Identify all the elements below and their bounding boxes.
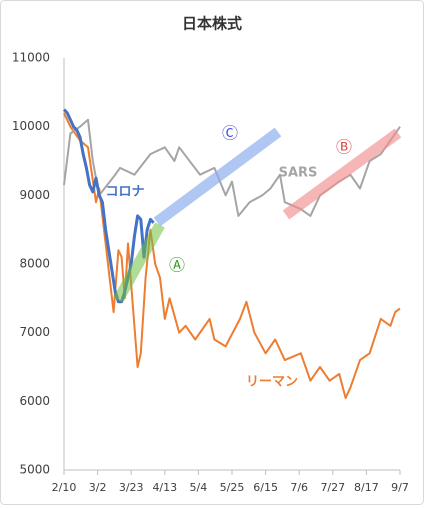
y-tick-label: 11000 — [12, 51, 50, 65]
x-tick-label: 7/27 — [320, 481, 345, 494]
y-tick-label: 8000 — [19, 257, 50, 271]
trend-band-b — [282, 128, 402, 220]
annotation: Ⓐ — [169, 256, 185, 275]
x-tick-label: 3/23 — [119, 481, 144, 494]
x-tick-label: 4/13 — [152, 481, 177, 494]
y-tick-label: 6000 — [19, 394, 50, 408]
chart-title: 日本株式 — [182, 15, 242, 33]
trend-band-c — [153, 127, 282, 227]
x-tick-label: 5/4 — [190, 481, 208, 494]
x-tick-label: 5/25 — [220, 481, 245, 494]
annotation: Ⓑ — [336, 138, 352, 157]
y-tick-label: 9000 — [19, 188, 50, 202]
series-label: SARS — [279, 166, 318, 181]
x-tick-label: 9/7 — [391, 481, 409, 494]
series-line — [62, 108, 155, 304]
y-tick-label: 7000 — [19, 325, 50, 339]
annotation: Ⓒ — [222, 124, 238, 143]
series-label: リーマン — [246, 375, 298, 390]
x-tick-label: 7/6 — [290, 481, 308, 494]
trend-band-a — [113, 222, 165, 303]
x-tick-label: 3/2 — [89, 481, 107, 494]
x-tick-label: 8/17 — [354, 481, 379, 494]
y-tick-label: 10000 — [12, 119, 50, 133]
series-line — [63, 112, 401, 399]
x-tick-label: 6/15 — [253, 481, 278, 494]
x-tick-label: 2/10 — [52, 481, 77, 494]
y-tick-label: 5000 — [19, 463, 50, 477]
series-label: コロナ — [105, 185, 144, 200]
